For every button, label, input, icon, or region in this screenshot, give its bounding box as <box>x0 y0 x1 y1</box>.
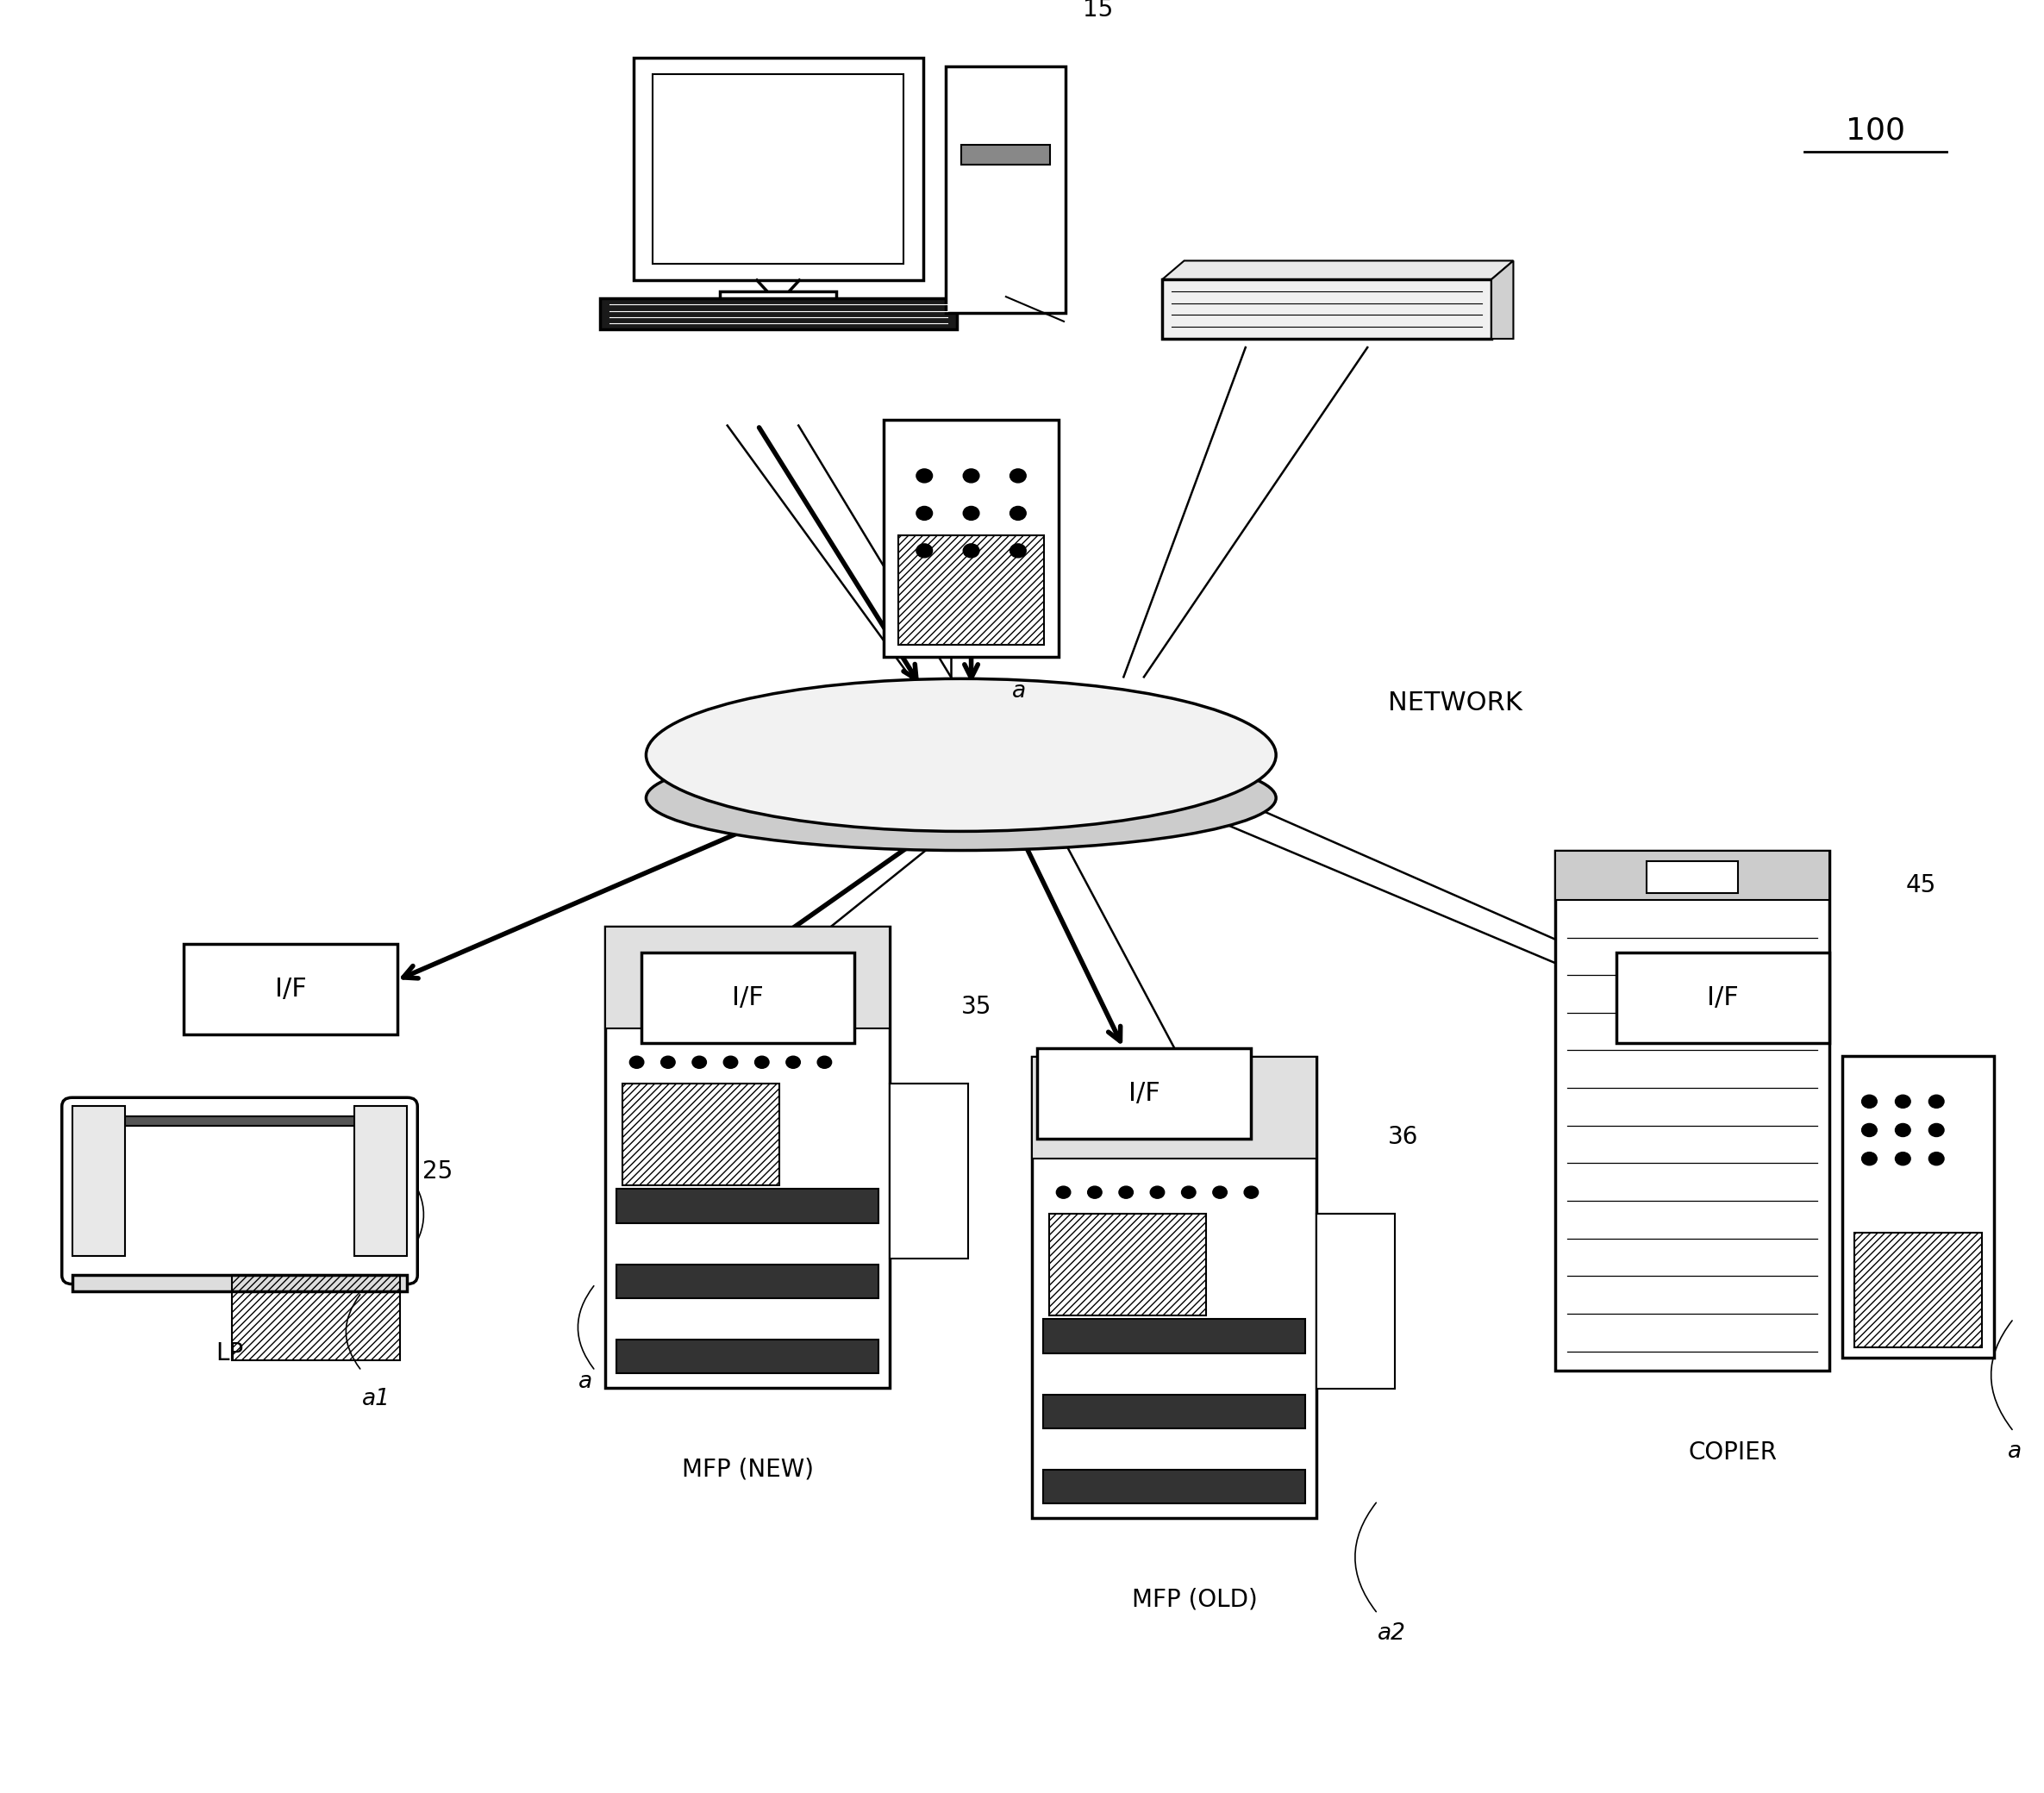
Ellipse shape <box>646 680 1275 832</box>
FancyBboxPatch shape <box>1842 1056 1995 1357</box>
FancyBboxPatch shape <box>61 1097 417 1284</box>
FancyBboxPatch shape <box>1555 850 1829 1370</box>
FancyBboxPatch shape <box>599 298 957 330</box>
FancyBboxPatch shape <box>605 927 889 1388</box>
FancyBboxPatch shape <box>1617 952 1829 1044</box>
Circle shape <box>963 470 979 482</box>
FancyBboxPatch shape <box>354 1106 407 1255</box>
Text: a1: a1 <box>362 1388 390 1411</box>
FancyBboxPatch shape <box>634 57 924 280</box>
Circle shape <box>818 1056 832 1069</box>
Circle shape <box>1212 1187 1226 1198</box>
Polygon shape <box>1163 260 1513 280</box>
Circle shape <box>1245 1187 1259 1198</box>
Text: I/F: I/F <box>732 986 764 1009</box>
Circle shape <box>1895 1153 1911 1165</box>
Circle shape <box>1930 1096 1944 1108</box>
Circle shape <box>754 1056 769 1069</box>
FancyBboxPatch shape <box>617 1339 879 1373</box>
FancyBboxPatch shape <box>1647 861 1737 893</box>
Circle shape <box>1895 1096 1911 1108</box>
FancyBboxPatch shape <box>961 145 1051 165</box>
Text: a: a <box>1012 680 1026 703</box>
Text: 15: 15 <box>1083 0 1114 22</box>
FancyBboxPatch shape <box>1163 280 1492 339</box>
Circle shape <box>1057 1187 1071 1198</box>
Text: LP: LP <box>215 1341 243 1366</box>
FancyBboxPatch shape <box>946 66 1065 314</box>
Circle shape <box>660 1056 675 1069</box>
FancyBboxPatch shape <box>1555 850 1829 900</box>
FancyBboxPatch shape <box>1316 1214 1394 1390</box>
Circle shape <box>916 543 932 558</box>
FancyBboxPatch shape <box>1044 1470 1306 1504</box>
Circle shape <box>1087 1187 1102 1198</box>
Circle shape <box>1151 1187 1165 1198</box>
FancyBboxPatch shape <box>72 1275 407 1291</box>
Text: 36: 36 <box>1388 1124 1419 1149</box>
Circle shape <box>916 506 932 520</box>
FancyBboxPatch shape <box>605 927 889 1027</box>
FancyBboxPatch shape <box>123 1117 358 1126</box>
Circle shape <box>1862 1096 1876 1108</box>
Circle shape <box>1181 1187 1196 1198</box>
FancyBboxPatch shape <box>1032 1056 1316 1158</box>
Text: MFP (OLD): MFP (OLD) <box>1132 1587 1257 1612</box>
Text: 35: 35 <box>961 995 991 1018</box>
Circle shape <box>1862 1124 1876 1137</box>
Text: 45: 45 <box>1905 873 1936 896</box>
Circle shape <box>1010 506 1026 520</box>
Text: 100: 100 <box>1846 117 1905 145</box>
FancyBboxPatch shape <box>883 420 1059 656</box>
FancyBboxPatch shape <box>1044 1320 1306 1354</box>
FancyBboxPatch shape <box>1036 1049 1251 1139</box>
Circle shape <box>1930 1153 1944 1165</box>
FancyBboxPatch shape <box>184 945 397 1035</box>
Ellipse shape <box>646 746 1275 850</box>
Circle shape <box>693 1056 707 1069</box>
Circle shape <box>630 1056 644 1069</box>
Text: I/F: I/F <box>1707 986 1739 1009</box>
Circle shape <box>787 1056 801 1069</box>
Circle shape <box>963 506 979 520</box>
FancyBboxPatch shape <box>719 292 836 307</box>
Text: a: a <box>2007 1440 2022 1463</box>
Text: MFP (NEW): MFP (NEW) <box>683 1458 814 1481</box>
FancyBboxPatch shape <box>1044 1395 1306 1429</box>
Text: 25: 25 <box>423 1160 454 1183</box>
Circle shape <box>724 1056 738 1069</box>
Circle shape <box>1930 1124 1944 1137</box>
Text: NETWORK: NETWORK <box>1388 690 1523 715</box>
Circle shape <box>1118 1187 1132 1198</box>
Circle shape <box>1010 470 1026 482</box>
FancyBboxPatch shape <box>72 1106 125 1255</box>
Text: a2: a2 <box>1378 1623 1406 1644</box>
Circle shape <box>1895 1124 1911 1137</box>
Circle shape <box>916 470 932 482</box>
Circle shape <box>963 543 979 558</box>
Circle shape <box>1862 1153 1876 1165</box>
Text: COPIER: COPIER <box>1688 1440 1778 1465</box>
FancyBboxPatch shape <box>652 74 903 264</box>
FancyBboxPatch shape <box>617 1189 879 1223</box>
FancyBboxPatch shape <box>1032 1056 1316 1519</box>
Text: I/F: I/F <box>1128 1081 1159 1106</box>
Text: I/F: I/F <box>274 977 307 1002</box>
FancyBboxPatch shape <box>617 1264 879 1298</box>
FancyBboxPatch shape <box>642 952 854 1044</box>
FancyBboxPatch shape <box>889 1083 969 1259</box>
Text: a: a <box>578 1370 593 1393</box>
Polygon shape <box>1492 260 1513 339</box>
Circle shape <box>1010 543 1026 558</box>
